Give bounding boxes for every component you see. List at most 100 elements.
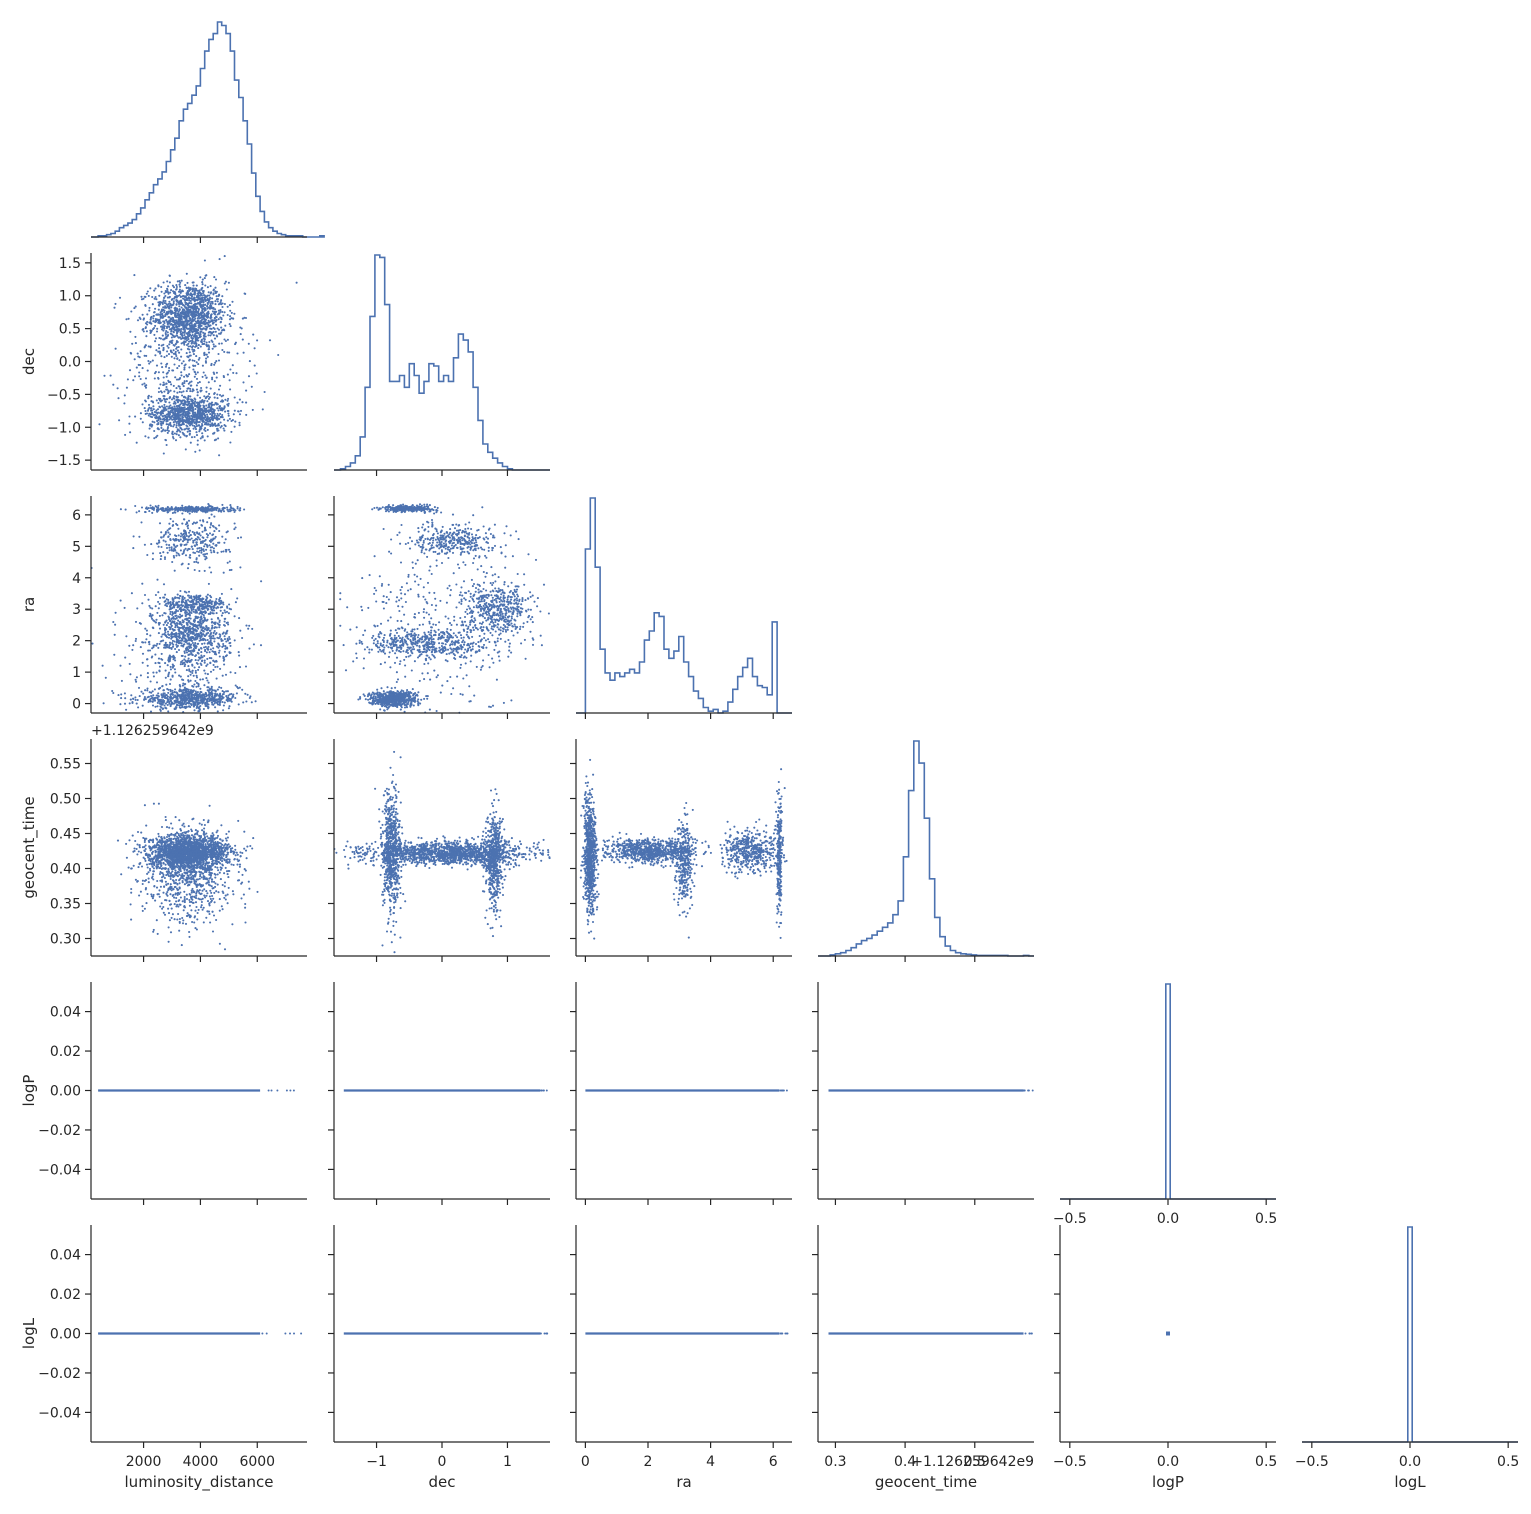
scatter-point — [134, 336, 136, 338]
scatter-point — [184, 321, 186, 323]
scatter-point — [240, 536, 242, 538]
scatter-point — [152, 421, 154, 423]
scatter-point — [174, 353, 176, 355]
scatter-point — [166, 444, 168, 446]
scatter-point — [162, 692, 164, 694]
scatter-point — [183, 533, 185, 535]
scatter-point — [216, 413, 218, 415]
scatter-point — [183, 396, 185, 398]
scatter-point — [216, 393, 218, 395]
scatter-point — [146, 412, 148, 414]
scatter-point — [134, 416, 136, 418]
scatter-point — [199, 397, 201, 399]
scatter-point — [185, 336, 187, 338]
scatter-point — [233, 528, 235, 530]
scatter-point — [176, 335, 178, 337]
scatter-point — [145, 305, 147, 307]
y-tick-label: −0.5 — [47, 387, 81, 403]
scatter-point — [150, 410, 152, 412]
scatter-point — [230, 431, 232, 433]
scatter-point — [198, 344, 200, 346]
scatter-point — [218, 599, 220, 601]
scatter-point — [175, 320, 177, 322]
scatter-point — [213, 551, 215, 553]
scatter-point — [188, 538, 190, 540]
scatter-point — [210, 416, 212, 418]
scatter-point — [217, 428, 219, 430]
scatter-points-dec-vs-luminosity-distance — [98, 255, 297, 456]
scatter-point — [148, 696, 150, 698]
scatter-point — [161, 614, 163, 616]
scatter-point — [143, 319, 145, 321]
scatter-point — [173, 357, 175, 359]
scatter-point — [189, 388, 191, 390]
scatter-point — [154, 325, 156, 327]
scatter-point — [198, 555, 200, 557]
scatter-point — [171, 369, 173, 371]
scatter-point — [213, 606, 215, 608]
scatter-point — [218, 626, 220, 628]
scatter-point — [127, 378, 129, 380]
scatter-point — [227, 420, 229, 422]
scatter-point — [224, 609, 226, 611]
scatter-point — [168, 319, 170, 321]
scatter-point — [174, 618, 176, 620]
scatter-point — [197, 391, 199, 393]
scatter-point — [187, 343, 189, 345]
scatter-point — [200, 542, 202, 544]
scatter-point — [239, 507, 241, 509]
scatter-point — [155, 337, 157, 339]
scatter-point — [209, 697, 211, 699]
scatter-point — [193, 689, 195, 691]
scatter-point — [198, 547, 200, 549]
scatter-point — [231, 312, 233, 314]
scatter-point — [148, 507, 150, 509]
scatter-point — [169, 642, 171, 644]
scatter-point — [207, 356, 209, 358]
scatter-point — [170, 518, 172, 520]
scatter-point — [189, 661, 191, 663]
scatter-point — [197, 317, 199, 319]
scatter-point — [194, 634, 196, 636]
scatter-point — [117, 397, 119, 399]
scatter-point — [152, 303, 154, 305]
scatter-point — [224, 648, 226, 650]
scatter-point — [164, 622, 166, 624]
scatter-point — [188, 415, 190, 417]
scatter-point — [184, 380, 186, 382]
scatter-point — [160, 555, 162, 557]
scatter-point — [124, 692, 126, 694]
scatter-point — [222, 401, 224, 403]
scatter-point — [184, 296, 186, 298]
scatter-point — [156, 694, 158, 696]
scatter-point — [182, 691, 184, 693]
scatter-point — [162, 418, 164, 420]
scatter-point — [192, 642, 194, 644]
scatter-point — [198, 430, 200, 432]
scatter-point — [232, 364, 234, 366]
scatter-point — [264, 391, 266, 393]
scatter-point — [210, 541, 212, 543]
scatter-point — [209, 595, 211, 597]
scatter-point — [171, 628, 173, 630]
scatter-point — [238, 422, 240, 424]
scatter-point — [198, 653, 200, 655]
scatter-point — [195, 355, 197, 357]
scatter-point — [206, 314, 208, 316]
scatter-point — [206, 387, 208, 389]
scatter-point — [144, 296, 146, 298]
scatter-point — [222, 550, 224, 552]
scatter-point — [173, 331, 175, 333]
scatter-point — [149, 424, 151, 426]
scatter-point — [150, 330, 152, 332]
scatter-point — [141, 383, 143, 385]
scatter-point — [174, 417, 176, 419]
scatter-point — [221, 701, 223, 703]
scatter-point — [195, 561, 197, 563]
scatter-point — [185, 615, 187, 617]
scatter-point — [173, 545, 175, 547]
scatter-point — [202, 548, 204, 550]
scatter-point — [204, 660, 206, 662]
scatter-point — [200, 610, 202, 612]
scatter-point — [159, 622, 161, 624]
